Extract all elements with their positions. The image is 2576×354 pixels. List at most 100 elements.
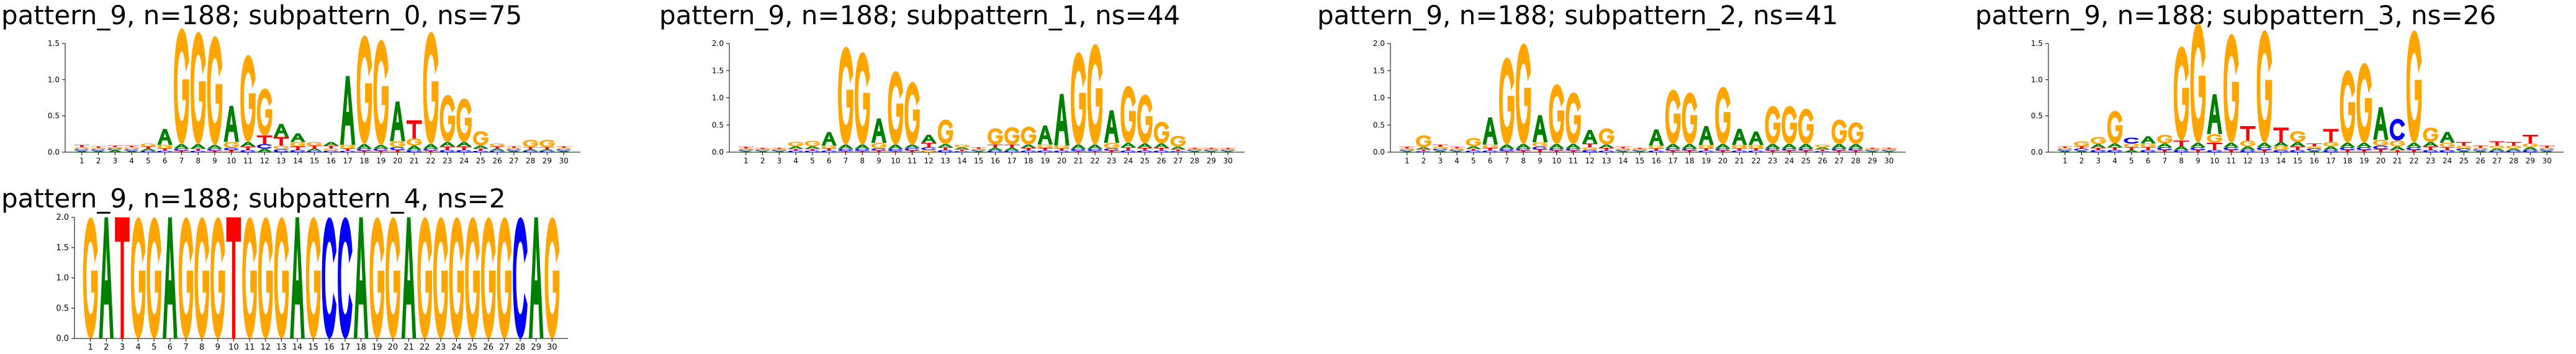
logo-letter-G [1482,144,1498,148]
y-tick-label: 1.5 [1373,66,1385,75]
logo-letter-T [1532,149,1548,152]
logo-letter-A [207,145,223,149]
x-tick-label: 30 [559,157,569,165]
y-tick-label: 1.5 [712,66,724,75]
logo-letter-T [2323,129,2339,142]
logo-letter-C [1848,148,1863,151]
logo-letter-C [240,150,256,152]
logo-letter-G [417,217,432,338]
x-tick-label: 19 [376,157,385,165]
logo-letter-A [506,150,522,152]
x-tick-label: 3 [1438,157,1443,165]
logo-letter-C [256,144,272,149]
x-tick-label: 12 [260,343,271,352]
logo-letter-A [2223,142,2239,147]
x-tick-label: 15 [1635,157,1644,165]
logo-letter-T [2173,140,2189,147]
logo-letter-G [2173,46,2189,141]
logo-letter-T [1070,151,1086,152]
logo-letter-A [1070,144,1086,149]
x-tick-label: 1 [744,157,749,165]
logo-letter-G [1020,126,1037,145]
logo-letter-A [2423,142,2439,147]
logo-letter-C [1499,148,1515,152]
logo-letter-C [273,149,289,152]
x-tick-label: 20 [1718,157,1727,165]
logo-letter-G [2506,145,2521,149]
logo-letter-T [439,146,456,150]
logo-letter-T [74,145,90,147]
logo-letter-A [174,144,189,149]
x-tick-label: 15 [308,343,318,352]
x-tick-label: 24 [1785,157,1794,165]
x-tick-label: 14 [2276,157,2286,165]
logo-letter-A [423,144,439,149]
logo-letter-T [2207,142,2223,150]
x-tick-label: 3 [120,343,125,352]
logo-letter-T [2389,150,2405,152]
logo-letter-A [1615,151,1631,152]
logo-letter-G [497,217,512,338]
logo-letter-T [473,148,489,151]
x-tick-label: 21 [1074,157,1083,165]
logo-letter-C [174,148,189,151]
logo-letter-C [2539,149,2555,151]
x-tick-label: 26 [1156,157,1166,165]
logo-letter-G [473,131,489,146]
x-tick-label: 14 [292,343,303,352]
logo-letter-G [1565,92,1581,144]
logo-letter-C [140,150,156,152]
logo-letter-G [2423,127,2439,142]
logo-letter-T [2340,150,2356,152]
x-tick-label: 30 [1223,157,1233,165]
logo-letter-A [1187,151,1202,152]
logo-letter-T [456,146,472,150]
logo-letter-C [2389,119,2405,141]
x-tick-label: 16 [991,157,1000,165]
logo-letter-G [323,148,339,151]
logo-letter-A [74,150,90,152]
logo-letter-G [207,36,223,145]
logo-letter-G [340,145,356,149]
logo-letter-G [2406,30,2422,143]
logo-letter-T [1831,150,1847,152]
logo-letter-T [1632,148,1647,149]
y-tick-label: 0.5 [48,112,60,120]
logo-letter-T [1715,150,1731,152]
x-tick-label: 28 [1851,157,1860,165]
logo-letter-G [1731,145,1747,148]
logo-letter-A [401,217,417,338]
logo-letter-A [1153,143,1169,148]
logo-letter-G [1532,142,1548,147]
x-tick-label: 2 [2079,157,2084,165]
logo-letter-T [174,150,189,152]
logo-letter-T [1698,148,1714,151]
logo-letter-T [1565,150,1581,152]
logo-letter-G [140,143,156,147]
logo-letter-G [871,143,887,148]
x-tick-label: 24 [451,343,462,352]
logo-letter-C [2323,150,2339,152]
logo-letter-C [1865,150,1880,152]
x-tick-label: 7 [844,157,849,165]
x-tick-label: 13 [276,157,286,165]
logo-letter-T [2290,146,2305,150]
logo-letter-C [1070,148,1086,152]
logo-letter-C [1466,150,1482,152]
x-tick-label: 2 [104,343,109,352]
logo-letter-A [2506,148,2521,151]
logo-letter-G [2290,131,2305,142]
logo-letter-T [738,147,754,148]
logo-letter-T [954,149,970,152]
logo-letter-C [2472,149,2488,151]
logo-letter-T [2190,150,2206,152]
logo-letter-C [1004,150,1020,152]
logo-letter-T [489,146,505,149]
logo-letter-A [2157,143,2173,147]
x-tick-label: 26 [492,157,502,165]
x-tick-label: 8 [1521,157,1526,165]
logo-letter-G [1449,148,1465,150]
logo-letter-C [772,150,787,152]
x-tick-label: 27 [2492,157,2502,165]
logo-letter-G [2340,70,2356,143]
